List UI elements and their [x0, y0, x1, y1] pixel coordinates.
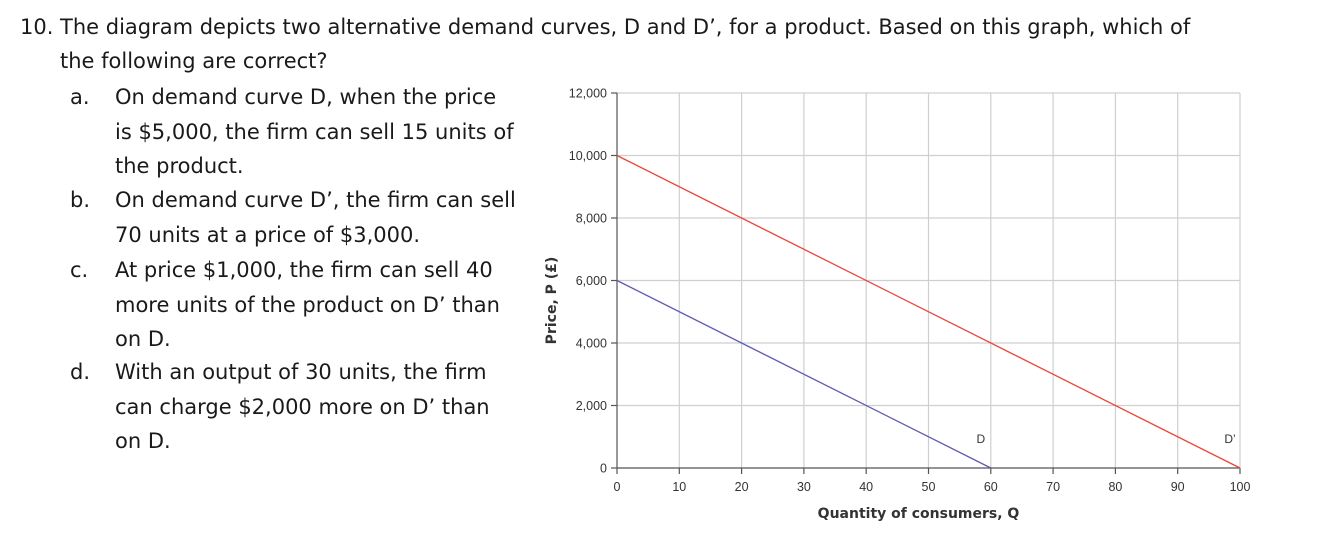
- x-tick-label: 40: [859, 480, 873, 494]
- option-letter: d.: [70, 360, 91, 384]
- question-number: 10.: [20, 15, 54, 39]
- tick-labels: 0 2,000 4,000 6,000 8,000 10,000 12,000 0 10 20 30…: [569, 87, 1251, 495]
- x-tick-label: 50: [922, 480, 936, 494]
- x-tick-label: 10: [672, 480, 686, 494]
- x-tick-label: 90: [1171, 480, 1185, 494]
- option-line: on D.: [115, 429, 171, 453]
- option-b: b. On demand curve D’, the firm can sell…: [70, 183, 520, 252]
- y-tick-label: 2,000: [576, 399, 607, 413]
- option-line: On demand curve D, when the price: [115, 85, 497, 109]
- x-tick-label: 0: [614, 480, 621, 494]
- axes: [611, 92, 1241, 474]
- x-tick-label: 70: [1046, 480, 1060, 494]
- x-tick-label: 20: [735, 480, 749, 494]
- series-label: D’: [1224, 432, 1235, 446]
- series-line-d-prime: [616, 154, 1241, 469]
- option-d: d. With an output of 30 units, the firm …: [70, 355, 520, 459]
- x-tick-label: 100: [1230, 480, 1251, 494]
- x-axis-label: Quantity of consumers, Q: [818, 506, 1020, 522]
- option-line: On demand curve D’, the firm can sell: [115, 188, 516, 212]
- option-letter: a.: [70, 85, 90, 109]
- option-line: the product.: [115, 154, 244, 178]
- series-label: D: [976, 432, 985, 446]
- grid-horizontal: [617, 92, 1240, 407]
- x-tick-label: 30: [797, 480, 811, 494]
- option-line: is $5,000, the firm can sell 15 units of: [115, 119, 514, 144]
- option-c: c. At price $1,000, the firm can sell 40…: [70, 253, 520, 357]
- series-line-d: [616, 279, 992, 469]
- x-tick-label: 60: [984, 480, 998, 494]
- option-line: 70 units at a price of $3,000.: [115, 222, 421, 247]
- y-tick-label: 0: [600, 462, 607, 476]
- y-axis-label: Price, P (£): [544, 257, 560, 345]
- option-letter: c.: [70, 258, 89, 282]
- y-tick-label: 12,000: [569, 87, 607, 101]
- option-line: more units of the product on D’ than: [115, 292, 500, 317]
- option-a: a. On demand curve D, when the price is …: [70, 80, 520, 184]
- y-tick-label: 8,000: [576, 212, 607, 226]
- question-title: 10. The diagram depicts two alternative d…: [20, 10, 1250, 78]
- demand-chart: 0 2,000 4,000 6,000 8,000 10,000 12,000 0 10 20 30…: [530, 70, 1290, 540]
- option-letter: b.: [70, 188, 91, 212]
- y-tick-label: 6,000: [576, 274, 607, 288]
- option-line: can charge $2,000 more on D’ than: [115, 394, 490, 419]
- option-line: At price $1,000, the firm can sell 40: [115, 258, 493, 282]
- y-tick-label: 10,000: [569, 149, 607, 163]
- question-text-line2: the following are correct?: [60, 49, 328, 73]
- y-tick-label: 4,000: [576, 337, 607, 351]
- option-line: on D.: [115, 327, 171, 351]
- question-text-line1: The diagram depicts two alternative dema…: [60, 15, 1191, 39]
- x-tick-label: 80: [1108, 480, 1122, 494]
- series-group: [616, 154, 1241, 469]
- demand-chart-svg: 0 2,000 4,000 6,000 8,000 10,000 12,000 0 10 20 30…: [544, 87, 1251, 523]
- series-labels: D D’: [976, 432, 1235, 446]
- option-line: With an output of 30 units, the firm: [115, 360, 487, 384]
